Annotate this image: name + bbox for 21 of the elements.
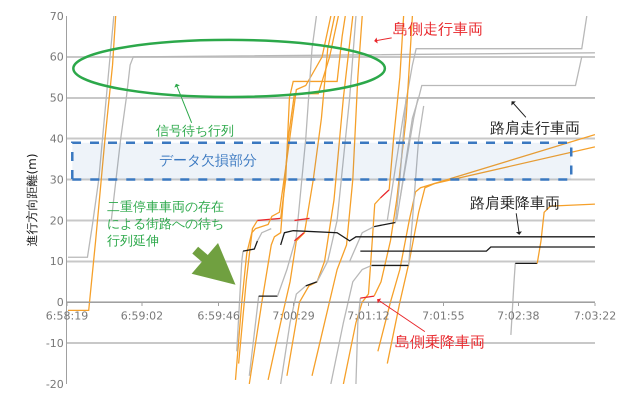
y-tick-label: 0 [56,296,64,310]
y-tick-label: 20 [50,214,64,228]
annotation: 二重停車車両の存在による街路への待ち行列延伸 [107,200,224,249]
x-tick-label: 6:59:46 [197,309,240,322]
annotation: 路肩走行車両 [490,119,580,137]
y-tick-label: 30 [50,173,64,186]
annotation: 信号待ち行列 [156,124,234,139]
x-tick-label: 7:02:38 [497,309,540,322]
y-tick-label: 40 [50,132,64,146]
y-tick-label: 10 [50,255,64,268]
x-tick-label: 7:03:22 [574,309,616,322]
x-tick-label: 7:01:55 [422,309,465,322]
x-tick-label: 6:59:02 [120,309,164,322]
y-tick-label: 50 [50,92,64,105]
y-axis-title: 進行方向距離(m) [25,153,40,247]
y-tick-label: 70 [50,10,64,23]
y-tick-label: -10 [46,336,64,350]
annotation: 島側乗降車両 [395,333,485,351]
band-label: データ欠損部分 [159,153,257,169]
y-tick-label: 60 [50,50,64,64]
y-tick-label: -20 [46,378,64,391]
